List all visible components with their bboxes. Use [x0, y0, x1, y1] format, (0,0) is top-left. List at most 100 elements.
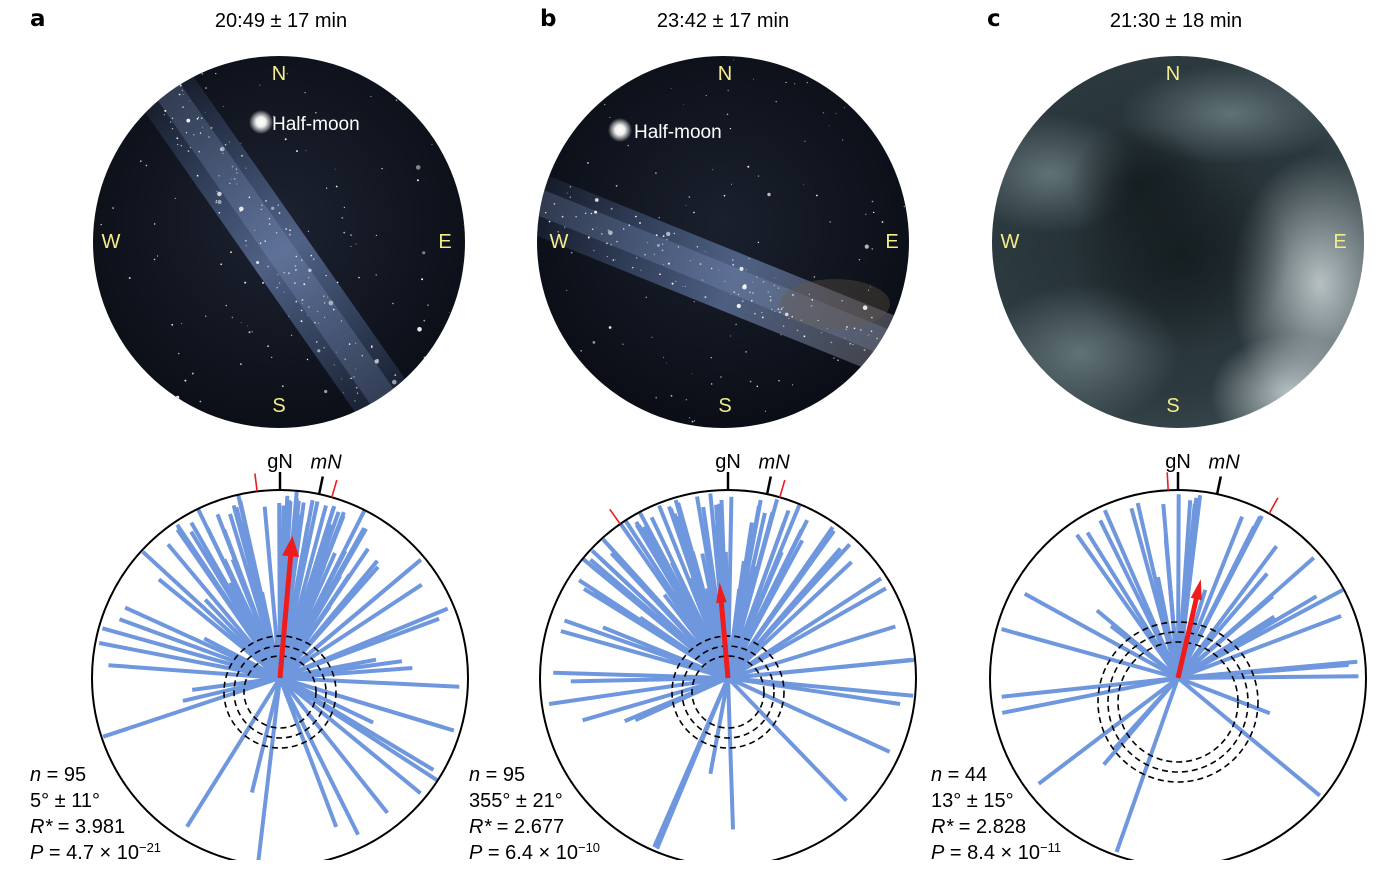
star-dot [871, 248, 874, 250]
star-dot [375, 274, 378, 276]
star-dot [333, 364, 335, 366]
star-dot [217, 199, 222, 205]
confidence-rings [671, 635, 785, 749]
star-dot [566, 289, 568, 291]
p-label: P [30, 842, 44, 864]
star-dot [265, 199, 267, 202]
p-label: P [469, 842, 483, 864]
star-dot [153, 258, 156, 261]
star-dot [300, 259, 303, 262]
star-dot [608, 230, 613, 236]
confidence-limit-tick [779, 479, 786, 498]
magnetic-north-label: mN [311, 452, 343, 474]
star-dot [317, 311, 319, 313]
compass-north: N [272, 63, 286, 85]
bearing-bar [1176, 556, 1316, 680]
star-dot [761, 316, 764, 319]
star-dot [247, 325, 249, 327]
p-exponent: −21 [138, 840, 162, 855]
star-dot [350, 246, 352, 247]
star-dot [845, 391, 848, 394]
star-dot [170, 121, 172, 123]
star-dot [869, 394, 872, 396]
star-dot [222, 152, 224, 155]
star-dot [837, 359, 839, 361]
star-dot [843, 107, 845, 109]
bearing-bar [278, 676, 389, 815]
star-dot [892, 348, 895, 350]
star-dot [277, 274, 279, 276]
star-dot [752, 292, 754, 294]
star-dot [639, 222, 641, 224]
star-dot [612, 259, 615, 261]
star-dot [672, 422, 674, 424]
circular-plot: gN mN [539, 451, 917, 860]
star-dot [655, 234, 658, 237]
star-dot [154, 223, 156, 225]
star-dot [283, 291, 285, 293]
star-dot [324, 389, 328, 394]
star-dot [671, 282, 674, 285]
star-dot [887, 380, 889, 383]
star-dot [726, 113, 729, 116]
p-value: 6.4 × 10 [505, 842, 578, 864]
bearing-bar [582, 676, 729, 723]
star-dot [240, 322, 242, 323]
star-dot [867, 335, 869, 337]
star-dot [710, 357, 712, 359]
star-dot [829, 221, 832, 223]
star-dot [395, 99, 398, 101]
compass-south: S [1166, 395, 1179, 417]
star-dot [662, 235, 665, 238]
star-dot [343, 206, 345, 208]
star-dot [569, 196, 571, 198]
bearing-bar [662, 593, 730, 680]
sky-photo: N S W E [992, 56, 1364, 428]
star-dot [622, 343, 624, 346]
star-dot [343, 231, 346, 234]
star-dot [604, 103, 606, 106]
star-dot [748, 258, 750, 260]
star-dot [677, 246, 680, 248]
star-dot [276, 286, 278, 289]
geographic-north-label: gN [1165, 451, 1191, 473]
star-dot [271, 356, 273, 358]
mean-direction: 355° ± 21° [469, 790, 563, 812]
star-dot [820, 332, 823, 334]
star-dot [276, 68, 279, 70]
bearing-bar [203, 598, 282, 680]
star-dot [387, 421, 393, 426]
arrow-head [716, 582, 727, 604]
star-dot [341, 378, 343, 380]
star-dot [245, 239, 247, 242]
star-dot [195, 411, 197, 413]
star-dot [615, 259, 617, 261]
star-dot [876, 358, 878, 360]
star-dot [193, 134, 195, 136]
magnetic-north-label: mN [1209, 452, 1241, 474]
star-dot [199, 400, 202, 403]
bearing-bar [279, 616, 440, 680]
panel-letter: a [30, 6, 46, 32]
star-dot [189, 100, 191, 102]
star-dot [184, 379, 187, 382]
star-dot [675, 280, 677, 282]
star-dot [285, 228, 288, 230]
star-dot [422, 251, 426, 255]
star-dot [580, 350, 582, 352]
stats-block: n = 95 355° ± 21° R* = 2.677 P = 6.4 × 1… [469, 764, 601, 864]
star-dot [666, 362, 668, 364]
star-dot [340, 320, 343, 322]
star-dot [355, 386, 358, 389]
star-dot [733, 291, 736, 293]
star-dot [736, 303, 741, 309]
star-dot [670, 88, 672, 89]
star-dot [659, 273, 661, 275]
star-dot [753, 78, 754, 80]
star-dot [872, 362, 875, 364]
star-dot [163, 114, 166, 116]
star-dot [163, 406, 166, 408]
bearing-bar [1176, 614, 1276, 680]
star-dot [769, 299, 772, 302]
confidence-limit-tick [1166, 472, 1169, 491]
